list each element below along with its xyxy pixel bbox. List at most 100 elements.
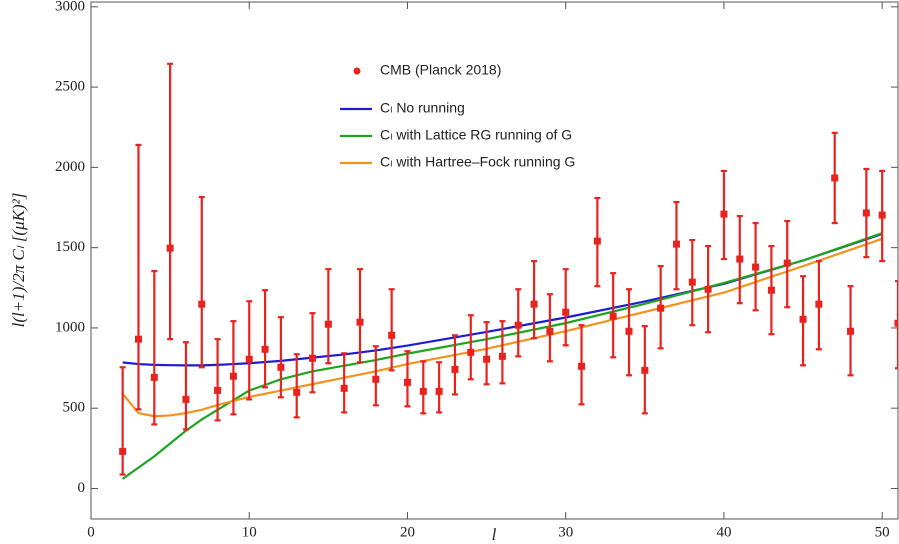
error-bar — [262, 289, 269, 389]
data-point — [847, 327, 855, 335]
x-axis-label: l — [492, 525, 497, 544]
plot-frame — [90, 1, 899, 520]
error-bar — [214, 338, 221, 422]
data-point — [467, 348, 475, 356]
error-bar — [467, 314, 474, 381]
error-bar — [151, 269, 158, 426]
data-point — [134, 335, 142, 343]
data-point — [277, 363, 285, 371]
data-point — [514, 321, 522, 329]
error-bar — [546, 293, 553, 363]
legend-label: Cₗ with Hartree–Fock running G — [380, 154, 575, 170]
legend-label: CMB (Planck 2018) — [380, 62, 501, 78]
data-point — [150, 373, 158, 381]
x-tick-label: 50 — [875, 524, 890, 540]
legend-label: Cₗ with Lattice RG running of G — [380, 127, 572, 143]
error-bar — [182, 341, 189, 431]
error-bar — [198, 195, 205, 369]
data-point — [229, 372, 237, 380]
data-point — [198, 300, 206, 308]
error-bar — [135, 143, 142, 411]
error-bar — [325, 268, 332, 365]
error-bar — [277, 316, 284, 399]
error-bar — [388, 288, 395, 372]
data-point — [578, 362, 586, 370]
x-tick-label: 10 — [242, 524, 257, 540]
x-tick-label: 20 — [400, 524, 415, 540]
data-point — [894, 319, 898, 327]
error-bar — [357, 268, 363, 364]
data-point — [403, 378, 411, 386]
data-point — [562, 308, 570, 316]
error-bar — [293, 353, 300, 419]
y-tick-label: 0 — [78, 480, 86, 496]
error-bar — [499, 320, 506, 385]
error-bar — [404, 350, 411, 408]
data-point — [245, 355, 253, 363]
y-tick-label: 3000 — [55, 0, 85, 14]
data-point — [657, 304, 665, 312]
data-point — [324, 320, 332, 328]
data-point — [799, 315, 807, 323]
data-point — [688, 278, 696, 286]
data-point — [625, 327, 633, 335]
error-bar — [230, 320, 237, 416]
data-point — [340, 384, 348, 392]
data-point — [736, 255, 744, 263]
data-point — [166, 244, 174, 252]
data-point — [609, 312, 617, 320]
y-tick-label: 2500 — [55, 79, 85, 95]
legend-label: Cₗ No running — [380, 100, 465, 116]
y-tick-label: 1000 — [55, 319, 85, 335]
data-point — [451, 365, 459, 373]
data-point — [704, 285, 712, 293]
data-point — [435, 387, 443, 395]
x-tick-label: 30 — [558, 524, 573, 540]
data-point — [309, 354, 317, 362]
data-point — [483, 355, 491, 363]
data-point — [815, 300, 823, 308]
data-point — [419, 387, 427, 395]
legend-swatch — [353, 67, 361, 75]
data-point — [641, 366, 649, 374]
data-point — [372, 375, 380, 383]
error-bar — [895, 280, 898, 370]
error-bar — [420, 360, 427, 415]
error-bar — [119, 366, 126, 476]
error-bar — [436, 361, 443, 414]
data-point — [862, 209, 870, 217]
data-point — [498, 352, 506, 360]
error-bar — [246, 300, 253, 401]
data-point — [672, 240, 680, 248]
data-point — [530, 300, 538, 308]
data-point — [831, 174, 839, 182]
y-tick-label: 1500 — [55, 239, 85, 255]
y-tick-label: 500 — [63, 400, 86, 416]
error-bar — [562, 268, 569, 347]
error-bar — [451, 334, 458, 396]
x-tick-label: 40 — [716, 524, 731, 540]
data-point — [214, 386, 222, 394]
data-point — [752, 263, 760, 271]
data-point — [293, 388, 301, 396]
error-bar — [531, 260, 538, 340]
error-bar — [372, 345, 379, 407]
data-point — [593, 237, 601, 245]
data-point — [261, 345, 269, 353]
data-point — [783, 259, 791, 267]
data-point — [119, 447, 127, 455]
error-bar — [483, 321, 490, 386]
error-bar — [167, 62, 174, 341]
data-point — [182, 395, 190, 403]
error-bar — [309, 312, 316, 394]
y-axis-label: l(l+1)/2π Cₗ [(μK)²] — [9, 193, 28, 328]
data-point — [767, 286, 775, 294]
data-point — [388, 331, 396, 339]
x-tick-label: 0 — [87, 524, 95, 540]
data-point — [356, 318, 364, 326]
y-tick-label: 2000 — [55, 159, 85, 175]
error-bar — [341, 352, 348, 414]
data-point — [546, 327, 554, 335]
